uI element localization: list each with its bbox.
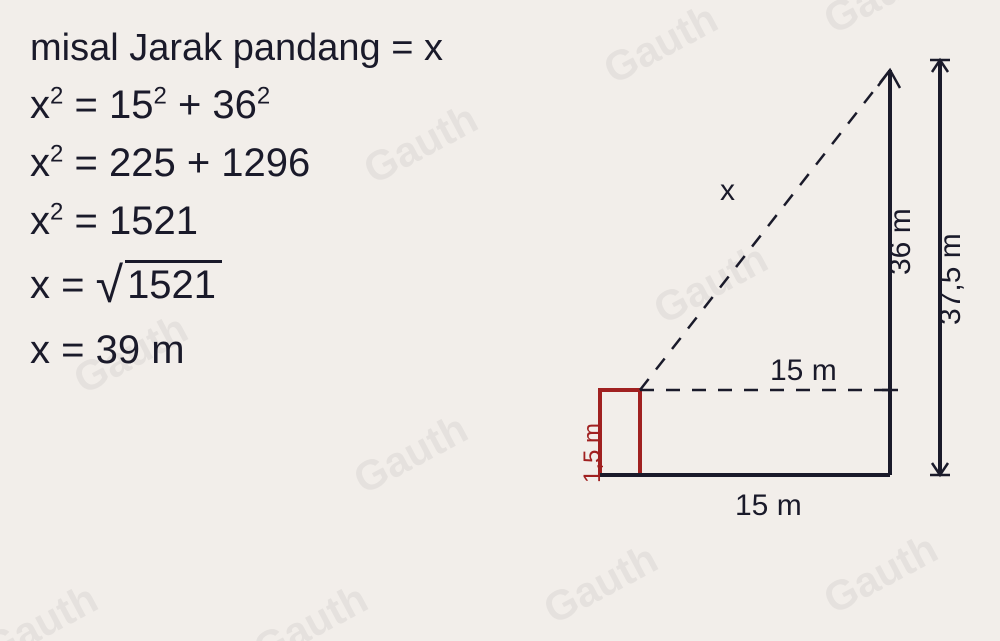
hypotenuse-x xyxy=(640,70,890,390)
watermark: Gauth xyxy=(816,0,946,44)
label-375m: 37,5 m xyxy=(934,233,967,325)
math-eq3: x2 = 1521 xyxy=(30,195,550,247)
math-eq2: x2 = 225 + 1296 xyxy=(30,137,550,189)
observer-building xyxy=(600,390,640,475)
label-15m-short: 1,5 m xyxy=(579,423,606,483)
math-eq5: x = 39 m xyxy=(30,324,550,376)
label-x: x xyxy=(720,174,735,207)
watermark: Gauth xyxy=(0,574,105,641)
math-eq1: x2 = 152 + 362 xyxy=(30,79,550,131)
math-eq4: x = 1521 xyxy=(30,253,550,318)
label-36m: 36 m xyxy=(884,208,917,275)
math-derivation: misal Jarak pandang = x x2 = 152 + 362 x… xyxy=(30,18,550,382)
label-15m-dash: 15 m xyxy=(770,354,837,387)
math-title: misal Jarak pandang = x xyxy=(30,24,550,73)
watermark: Gauth xyxy=(246,574,376,641)
label-15m-ground: 15 m xyxy=(735,489,802,522)
watermark: Gauth xyxy=(346,404,476,503)
triangle-diagram: x 15 m 15 m 36 m 37,5 m 1,5 m xyxy=(560,40,980,560)
